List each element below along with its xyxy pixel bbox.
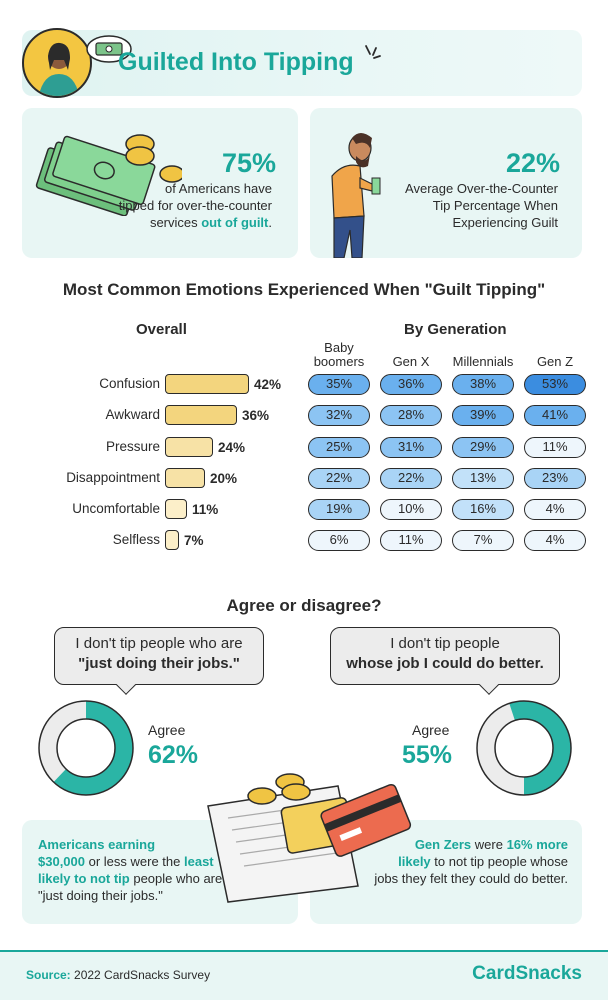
overall-bar xyxy=(165,405,237,425)
cash-coins-icon xyxy=(35,134,182,216)
overall-value-label: 20% xyxy=(210,471,238,486)
overall-bar xyxy=(165,530,179,550)
note-text: Gen Zers were 16% more likely to not tip… xyxy=(374,837,568,886)
generation-value-pill: 25% xyxy=(308,437,370,458)
donut-outline xyxy=(494,718,554,778)
man-holding-cash-icon xyxy=(331,133,381,258)
agree-label: Agree xyxy=(148,722,186,738)
agree-label: Agree xyxy=(412,722,450,738)
generation-value-pill: 35% xyxy=(308,374,370,395)
emotion-label: Uncomfortable xyxy=(72,501,160,516)
statement-bubble-do-better: I don't tip people whose job I could do … xyxy=(330,627,560,685)
generation-value-pill: 32% xyxy=(308,405,370,426)
note-text: Americans earning $30,000 or less were t… xyxy=(38,837,223,903)
generation-value-pill: 41% xyxy=(524,405,586,426)
overall-value-label: 36% xyxy=(242,408,270,423)
stat-description: Average Over-the-Counter Tip Percentage … xyxy=(405,181,558,230)
donut-chart-agree-62 xyxy=(38,700,134,796)
generation-header: Gen Z xyxy=(536,354,574,369)
generation-value-pill: 16% xyxy=(452,499,514,520)
overall-value-label: 24% xyxy=(218,440,246,455)
donut-outline xyxy=(476,700,572,796)
overall-heading: Overall xyxy=(136,321,187,338)
donut-chart-agree-55 xyxy=(476,700,572,796)
emotions-chart-title: Most Common Emotions Experienced When "G… xyxy=(62,280,546,299)
generation-heading: By Generation xyxy=(404,321,507,338)
footer: Source: 2022 CardSnacks Survey CardSnack… xyxy=(0,950,608,1000)
emotion-label: Awkward xyxy=(105,407,160,422)
generation-value-pill: 6% xyxy=(308,530,370,551)
generation-value-pill: 38% xyxy=(452,374,514,395)
source-citation: Source: 2022 CardSnacks Survey xyxy=(26,968,211,982)
emotion-label: Selfless xyxy=(112,532,160,547)
generation-value-pill: 7% xyxy=(452,530,514,551)
emotion-label: Disappointment xyxy=(66,470,160,485)
overall-bar xyxy=(165,374,249,394)
generation-value-pill: 31% xyxy=(380,437,442,458)
header-banner: Guilted Into Tipping xyxy=(22,28,582,98)
overall-value-label: 11% xyxy=(192,502,219,517)
emotion-label: Confusion xyxy=(99,376,160,391)
stat-card-average-tip: 22% Average Over-the-Counter Tip Percent… xyxy=(310,108,582,258)
receipt-cards-coins-icon xyxy=(207,773,412,903)
generation-header: Millennials xyxy=(452,354,514,369)
generation-value-pill: 10% xyxy=(380,499,442,520)
generation-value-pill: 23% xyxy=(524,468,586,489)
overall-value-label: 7% xyxy=(184,533,204,548)
generation-value-pill: 11% xyxy=(524,437,586,458)
donut-outline xyxy=(38,700,134,796)
generation-value-pill: 4% xyxy=(524,499,586,520)
agree-section-title: Agree or disagree? xyxy=(226,596,382,615)
agree-percent: 62% xyxy=(148,741,199,769)
overall-value-label: 42% xyxy=(254,377,282,392)
generation-value-pill: 28% xyxy=(380,405,442,426)
agree-percent: 55% xyxy=(402,741,453,769)
stat-percent: 75% xyxy=(222,148,277,178)
donut-agree-arc xyxy=(477,701,571,795)
generation-value-pill: 22% xyxy=(380,468,442,489)
generation-value-pill: 13% xyxy=(452,468,514,489)
generation-value-pill: 19% xyxy=(308,499,370,520)
stat-card-guilt-tipped: 75% of Americans have tipped for over-th… xyxy=(22,108,298,258)
sparkle-icon xyxy=(365,45,381,59)
generation-value-pill: 29% xyxy=(452,437,514,458)
money-bubble-icon xyxy=(86,35,132,63)
generation-value-pill: 11% xyxy=(380,530,442,551)
donut-outline xyxy=(56,718,116,778)
overall-bar xyxy=(165,468,205,488)
generation-value-pill: 4% xyxy=(524,530,586,551)
statement-bubble-just-doing-jobs: I don't tip people who are "just doing t… xyxy=(54,627,264,685)
stat-percent: 22% xyxy=(506,148,561,178)
emotion-label: Pressure xyxy=(105,439,160,454)
generation-header: Gen X xyxy=(392,354,430,369)
generation-value-pill: 39% xyxy=(452,405,514,426)
generation-header: Baby boomers xyxy=(313,340,365,369)
stat-description: of Americans have tipped for over-the-co… xyxy=(118,181,272,230)
generation-value-pill: 36% xyxy=(380,374,442,395)
generation-value-pill: 22% xyxy=(308,468,370,489)
person-avatar-icon xyxy=(22,28,92,98)
overall-bar xyxy=(165,437,213,457)
donut-agree-arc xyxy=(39,701,133,795)
brand-logo: CardSnacks xyxy=(472,963,582,984)
overall-bar xyxy=(165,499,187,519)
generation-value-pill: 53% xyxy=(524,374,586,395)
page-title: Guilted Into Tipping xyxy=(118,48,354,76)
